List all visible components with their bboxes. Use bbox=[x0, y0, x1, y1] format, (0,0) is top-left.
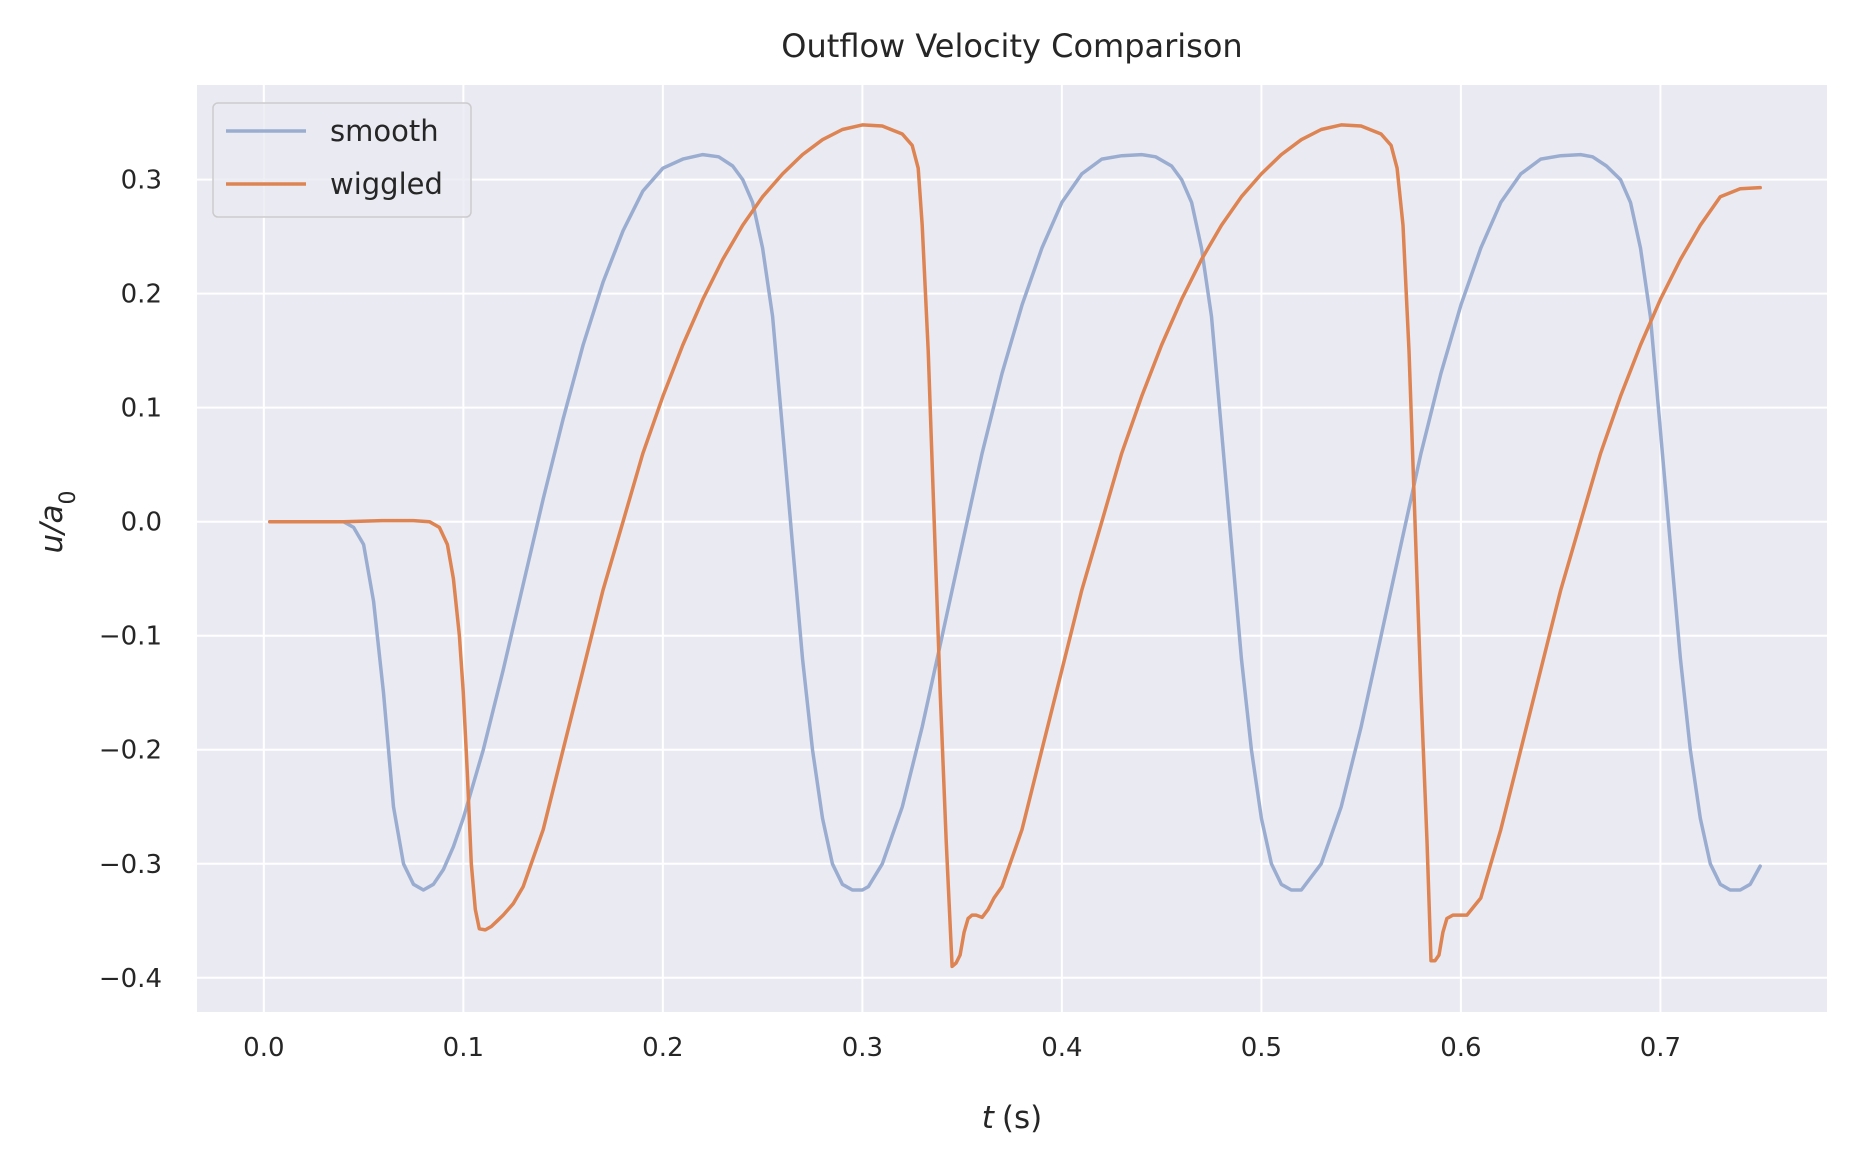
legend-label-smooth: smooth bbox=[330, 114, 439, 148]
legend-label-wiggled: wiggled bbox=[330, 167, 443, 201]
x-axis-label: t (s) bbox=[982, 1100, 1043, 1136]
y-tick-label: −0.1 bbox=[99, 622, 162, 652]
series-lines bbox=[268, 123, 1762, 969]
y-axis-label-main: u/a bbox=[34, 504, 70, 553]
y-tick-label: 0.3 bbox=[121, 166, 162, 196]
x-tick-label: 0.0 bbox=[243, 1033, 284, 1063]
x-tick-label: 0.6 bbox=[1440, 1033, 1481, 1063]
series-line-wiggled bbox=[268, 123, 1762, 969]
y-tick-label: −0.3 bbox=[99, 850, 162, 880]
x-tick-labels: 0.0 0.1 0.2 0.3 0.4 0.5 0.6 0.7 bbox=[243, 1033, 1681, 1063]
y-tick-label: −0.2 bbox=[99, 736, 162, 766]
x-axis-label-unit: (s) bbox=[1002, 1100, 1042, 1136]
y-tick-label: −0.4 bbox=[99, 964, 162, 994]
x-tick-label: 0.7 bbox=[1640, 1033, 1681, 1063]
x-tick-label: 0.1 bbox=[443, 1033, 484, 1063]
y-tick-labels: −0.4 −0.3 −0.2 −0.1 0.0 0.1 0.2 0.3 bbox=[99, 166, 162, 994]
x-tick-label: 0.4 bbox=[1041, 1033, 1082, 1063]
x-tick-label: 0.5 bbox=[1241, 1033, 1282, 1063]
grid-lines bbox=[197, 85, 1827, 1012]
series-line-smooth bbox=[268, 152, 1762, 892]
chart-title: Outflow Velocity Comparison bbox=[781, 27, 1242, 65]
y-axis-label-sub: 0 bbox=[56, 490, 81, 504]
legend: smooth wiggled bbox=[212, 102, 472, 218]
y-tick-label: 0.2 bbox=[121, 280, 162, 310]
x-axis-label-var: t bbox=[982, 1100, 996, 1136]
y-tick-label: 0.1 bbox=[121, 394, 162, 424]
y-axis-label: u/a0 bbox=[34, 490, 81, 553]
x-tick-label: 0.3 bbox=[842, 1033, 883, 1063]
x-tick-label: 0.2 bbox=[642, 1033, 683, 1063]
y-tick-label: 0.0 bbox=[121, 508, 162, 538]
